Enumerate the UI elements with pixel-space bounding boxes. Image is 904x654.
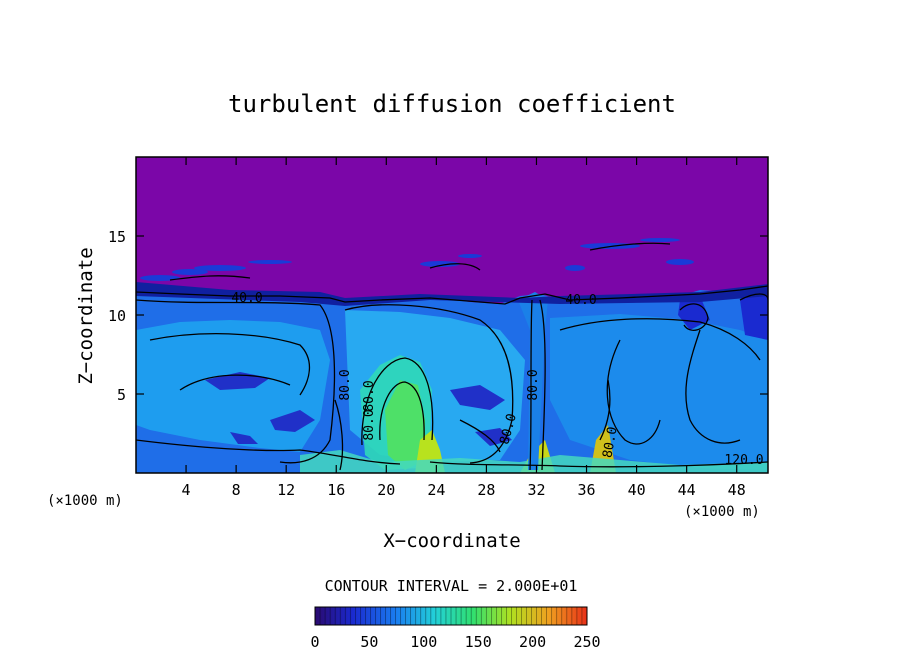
y-tick-label: 5 (117, 386, 126, 404)
colorbar-tick-label: 150 (465, 633, 492, 651)
heatmap-field (136, 157, 768, 473)
low-blob-2 (270, 410, 315, 432)
contour-label: 120.0 (724, 453, 763, 468)
colorbar-tick-label: 50 (360, 633, 378, 651)
x-unit-left: (×1000 m) (47, 493, 123, 509)
contour-label: 40.0 (231, 291, 262, 306)
contour-label: 80.0 (362, 380, 377, 411)
right-dark-fill (740, 290, 768, 340)
chart-title: turbulent diffusion coefficient (228, 90, 676, 118)
y-axis-label: Z−coordinate (75, 247, 97, 384)
y-axis: 5 10 15 (108, 228, 768, 404)
colorbar: 0 50 100 150 200 250 (310, 606, 601, 651)
low-blob-4 (475, 428, 512, 446)
x-tick-label: 28 (477, 481, 495, 499)
contour-lines (136, 242, 768, 471)
right-dark-fill-2 (678, 296, 710, 330)
colorbar-frame (314, 606, 588, 626)
x-tick-label: 40 (628, 481, 646, 499)
x-tick-label: 20 (377, 481, 395, 499)
y-tick-label: 10 (108, 307, 126, 325)
x-tick-label: 4 (182, 481, 191, 499)
x-tick-label: 24 (427, 481, 445, 499)
updraft-core-fill (385, 380, 425, 470)
x-tick-label: 12 (277, 481, 295, 499)
x-axis: 4 8 12 16 20 24 28 32 36 40 44 48 (182, 157, 746, 499)
x-tick-label: 16 (327, 481, 345, 499)
contour-label: 80.0 (362, 409, 377, 440)
colorbar-tick-label: 0 (310, 633, 319, 651)
contour-label: 80.0 (338, 369, 353, 400)
x-tick-label: 32 (527, 481, 545, 499)
contour-label: 80.0 (600, 426, 620, 459)
colorbar-tick-label: 200 (519, 633, 546, 651)
colorbar-tick-label: 100 (410, 633, 437, 651)
plume-fill-1 (518, 292, 548, 470)
x-tick-label: 36 (578, 481, 596, 499)
x-unit-right: (×1000 m) (684, 504, 760, 520)
x-tick-label: 8 (232, 481, 241, 499)
contour-interval-text: CONTOUR INTERVAL = 2.000E+01 (325, 577, 578, 595)
x-tick-label: 48 (728, 481, 746, 499)
top-strip-dark (136, 282, 768, 306)
low-blob-5 (230, 432, 258, 444)
x-axis-label: X−coordinate (383, 530, 520, 552)
y-tick-label: 15 (108, 228, 126, 246)
contour-label: 80.0 (526, 369, 541, 400)
colorbar-tick-label: 250 (573, 633, 600, 651)
contour-label: 40.0 (565, 293, 596, 308)
low-blob-3 (450, 385, 505, 410)
x-tick-label: 44 (678, 481, 696, 499)
colorbar-ticks: 0 50 100 150 200 250 (310, 633, 600, 651)
